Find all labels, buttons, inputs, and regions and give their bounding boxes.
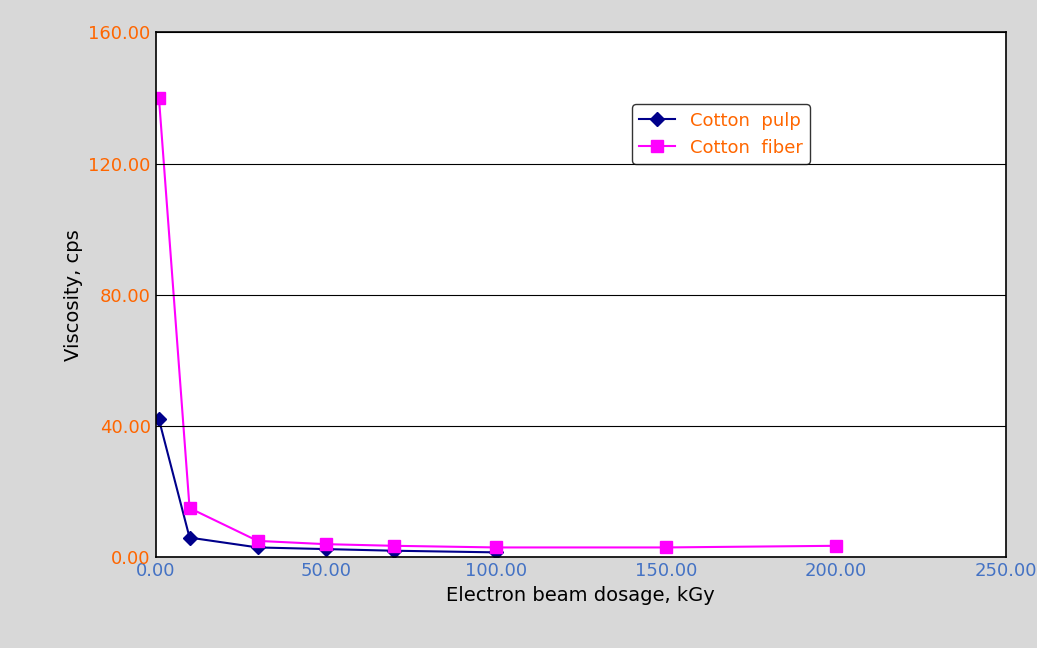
- Cotton  fiber: [152, 94, 165, 102]
- Cotton  pulp: [152, 415, 165, 423]
- Line: Cotton  fiber: Cotton fiber: [153, 93, 841, 553]
- Cotton  fiber: [489, 544, 502, 551]
- Cotton  fiber: [388, 542, 400, 550]
- Cotton  pulp: [319, 545, 332, 553]
- Cotton  fiber: [660, 544, 672, 551]
- Line: Cotton  pulp: Cotton pulp: [155, 415, 501, 557]
- Cotton  pulp: [184, 534, 196, 542]
- Cotton  fiber: [830, 542, 842, 550]
- Cotton  pulp: [489, 548, 502, 556]
- Cotton  fiber: [184, 504, 196, 512]
- Cotton  fiber: [251, 537, 263, 545]
- Y-axis label: Viscosity, cps: Viscosity, cps: [63, 229, 83, 361]
- Cotton  fiber: [319, 540, 332, 548]
- X-axis label: Electron beam dosage, kGy: Electron beam dosage, kGy: [446, 586, 716, 605]
- Cotton  pulp: [251, 544, 263, 551]
- Legend: Cotton  pulp, Cotton  fiber: Cotton pulp, Cotton fiber: [632, 104, 810, 164]
- Cotton  pulp: [388, 547, 400, 555]
